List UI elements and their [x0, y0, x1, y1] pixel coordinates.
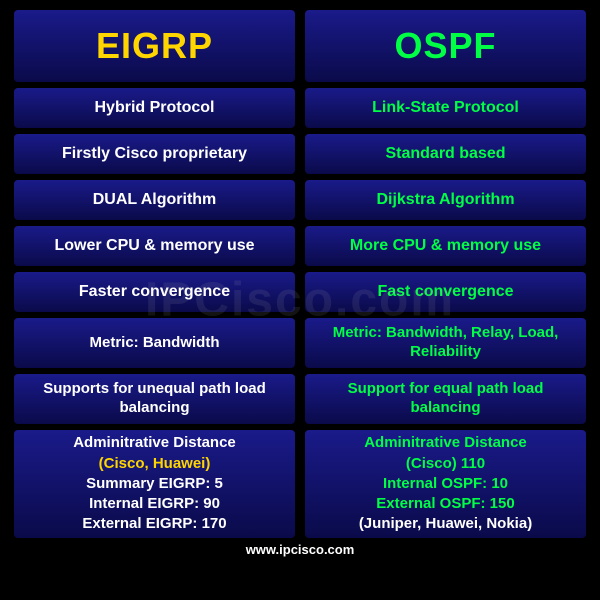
- row-3-right: More CPU & memory use: [305, 226, 586, 266]
- admin-left-l1: Summary EIGRP: 5: [86, 474, 223, 494]
- row-2-left: DUAL Algorithm: [14, 180, 295, 220]
- header-right: OSPF: [305, 10, 586, 82]
- footer-url: www.ipcisco.com: [14, 542, 586, 557]
- row-6-right: Support for equal path load balancing: [305, 374, 586, 424]
- admin-right-l3: (Juniper, Huawei, Nokia): [359, 514, 532, 534]
- row-1-left: Firstly Cisco proprietary: [14, 134, 295, 174]
- row-4-right: Fast convergence: [305, 272, 586, 312]
- comparison-grid: EIGRP OSPF Hybrid Protocol Link-State Pr…: [14, 10, 586, 538]
- row-5-right: Metric: Bandwidth, Relay, Load, Reliabil…: [305, 318, 586, 368]
- admin-right-l2: External OSPF: 150: [376, 494, 514, 514]
- row-5-left: Metric: Bandwidth: [14, 318, 295, 368]
- admin-left-l3: External EIGRP: 170: [82, 514, 226, 534]
- row-0-left: Hybrid Protocol: [14, 88, 295, 128]
- admin-left-title: Adminitrative Distance: [73, 433, 236, 453]
- admin-right-l1: Internal OSPF: 10: [383, 474, 508, 494]
- admin-right-sub: (Cisco) 110: [406, 454, 485, 474]
- admin-left: Adminitrative Distance (Cisco, Huawei) S…: [14, 430, 295, 538]
- admin-right: Adminitrative Distance (Cisco) 110 Inter…: [305, 430, 586, 538]
- admin-left-sub: (Cisco, Huawei): [99, 454, 211, 474]
- admin-left-l2: Internal EIGRP: 90: [89, 494, 220, 514]
- row-4-left: Faster convergence: [14, 272, 295, 312]
- row-6-left: Supports for unequal path load balancing: [14, 374, 295, 424]
- row-3-left: Lower CPU & memory use: [14, 226, 295, 266]
- header-left: EIGRP: [14, 10, 295, 82]
- row-2-right: Dijkstra Algorithm: [305, 180, 586, 220]
- row-0-right: Link-State Protocol: [305, 88, 586, 128]
- row-1-right: Standard based: [305, 134, 586, 174]
- admin-right-title: Adminitrative Distance: [364, 433, 527, 453]
